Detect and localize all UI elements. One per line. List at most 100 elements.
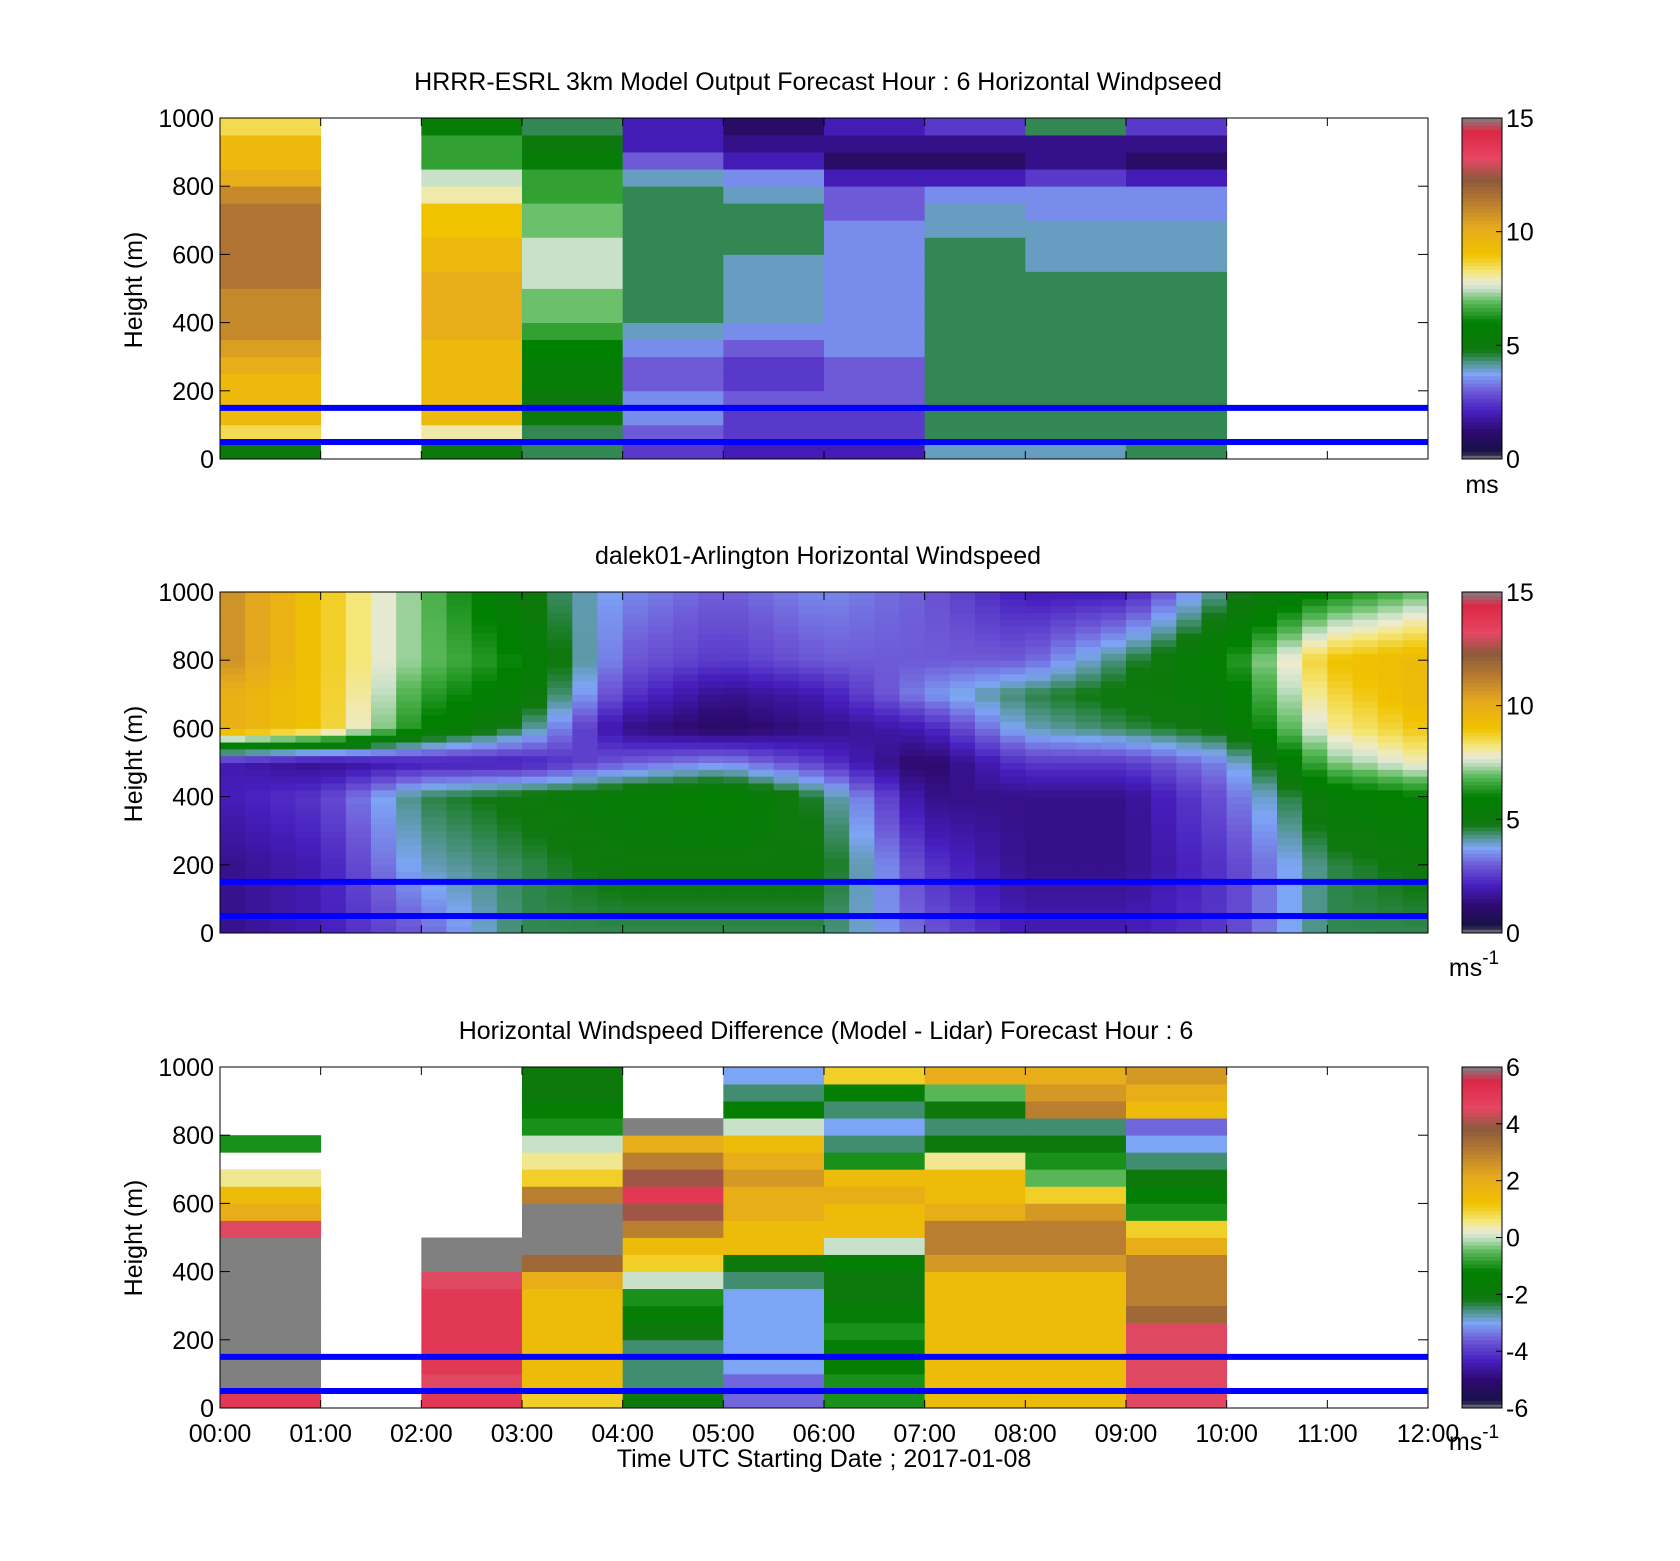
heatmap-cell — [698, 707, 724, 716]
heatmap-cell — [824, 687, 850, 695]
heatmap-cell — [1151, 694, 1177, 702]
heatmap-cell — [446, 919, 473, 927]
x-axis-label: Time UTC Starting Date ; 2017-01-08 — [617, 1445, 1032, 1473]
y-tick-label: 0 — [200, 446, 214, 474]
heatmap-cell — [1126, 707, 1152, 716]
heatmap-cell — [421, 605, 447, 613]
heatmap-cell — [1100, 837, 1127, 845]
heatmap-cell — [1327, 673, 1353, 682]
heatmap-cell — [824, 1356, 926, 1375]
heatmap-cell — [1377, 830, 1404, 839]
heatmap-cell — [421, 612, 447, 620]
heatmap-cell — [245, 926, 271, 934]
heatmap-cell — [446, 844, 473, 852]
heatmap-cell — [622, 1390, 724, 1409]
heatmap-cell — [496, 707, 523, 716]
heatmap-cell — [1100, 796, 1127, 804]
heatmap-cell — [849, 660, 875, 668]
heatmap-cell — [798, 844, 825, 852]
heatmap-cell — [345, 864, 372, 873]
heatmap-cell — [748, 769, 775, 777]
heatmap-cell — [949, 687, 976, 695]
heatmap-cell — [647, 926, 674, 934]
colorbar-segment — [1462, 929, 1502, 934]
heatmap-cell — [320, 830, 347, 839]
heatmap-cell — [1050, 817, 1077, 825]
heatmap-cell — [622, 680, 649, 688]
heatmap-cell — [924, 1220, 1026, 1238]
heatmap-cell — [1126, 1203, 1228, 1221]
heatmap-cell — [622, 796, 649, 804]
heatmap-cell — [1226, 796, 1253, 804]
heatmap-cell — [572, 714, 598, 723]
heatmap-cell — [522, 871, 548, 879]
heatmap-cell — [471, 701, 498, 709]
heatmap-cell — [1025, 1373, 1127, 1392]
heatmap-cell — [522, 424, 624, 443]
heatmap-cell — [572, 782, 598, 791]
heatmap-cell — [220, 748, 246, 757]
heatmap-cell — [1277, 926, 1303, 934]
colorbar-segment — [1462, 333, 1502, 339]
heatmap-cell — [773, 707, 800, 716]
heatmap-cell — [673, 905, 699, 914]
heatmap-cell — [320, 769, 347, 777]
heatmap-cell — [924, 1152, 1026, 1170]
heatmap-cell — [899, 687, 926, 695]
heatmap-cell — [1302, 701, 1328, 709]
heatmap-cell — [1100, 905, 1127, 914]
heatmap-cell — [824, 782, 850, 791]
heatmap-cell — [270, 851, 296, 859]
heatmap-cell — [1402, 694, 1429, 702]
heatmap-cell — [1402, 626, 1429, 634]
heatmap-cell — [1352, 646, 1379, 654]
heatmap-cell — [446, 892, 473, 900]
heatmap-cell — [723, 844, 749, 852]
heatmap-cell — [270, 701, 296, 709]
heatmap-cell — [421, 407, 523, 426]
heatmap-cell — [1327, 769, 1353, 777]
heatmap-cell — [295, 748, 322, 757]
colorbar-segment — [1462, 1260, 1502, 1265]
heatmap-cell — [522, 803, 548, 811]
heatmap-cell — [421, 782, 447, 791]
colorbar-segment — [1462, 269, 1502, 274]
heatmap-cell — [698, 776, 724, 784]
colorbar-segment — [1462, 879, 1502, 885]
heatmap-cell — [245, 919, 271, 927]
heatmap-cell — [673, 844, 699, 852]
colorbar-segment — [1462, 1320, 1502, 1326]
heatmap-cell — [1000, 851, 1026, 859]
heatmap-cell — [220, 871, 246, 879]
heatmap-cell — [295, 735, 322, 743]
heatmap-cell — [723, 288, 825, 306]
heatmap-cell — [1176, 803, 1202, 811]
heatmap-cell — [220, 356, 322, 375]
heatmap-cell — [471, 667, 498, 675]
heatmap-cell — [245, 680, 271, 688]
heatmap-cell — [1402, 728, 1429, 736]
heatmap-cell — [924, 653, 951, 661]
heatmap-cell — [899, 803, 926, 811]
colorbar-segment — [1462, 891, 1502, 896]
heatmap-cell — [220, 926, 246, 934]
heatmap-cell — [1327, 687, 1353, 695]
heatmap-cell — [723, 605, 749, 613]
heatmap-cell — [1126, 1322, 1228, 1341]
heatmap-cell — [421, 646, 447, 654]
heatmap-cell — [245, 612, 271, 620]
heatmap-cell — [798, 626, 825, 634]
heatmap-cell — [547, 721, 573, 729]
heatmap-cell — [1025, 632, 1051, 641]
heatmap-cell — [1000, 667, 1026, 675]
heatmap-cell — [1126, 817, 1152, 825]
heatmap-cell — [899, 823, 926, 832]
heatmap-cell — [949, 769, 976, 777]
heatmap-cell — [899, 592, 926, 600]
heatmap-cell — [345, 632, 372, 641]
heatmap-cell — [723, 673, 749, 682]
heatmap-cell — [1126, 905, 1152, 914]
heatmap-cell — [245, 844, 271, 852]
heatmap-cell — [1100, 639, 1127, 648]
heatmap-cell — [924, 1186, 1026, 1204]
